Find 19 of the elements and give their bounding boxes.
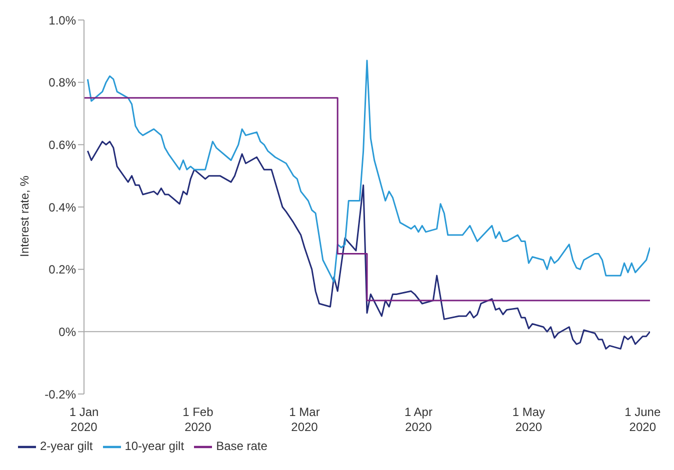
y-tick-label: 0.8% xyxy=(48,76,76,90)
line-series xyxy=(86,60,650,283)
y-tick-label: 0.2% xyxy=(48,262,76,277)
x-tick-label: 1 Mar 2020 xyxy=(289,405,320,434)
y-tick-label: 0.6% xyxy=(48,138,76,152)
x-tick-label: 1 Apr 2020 xyxy=(404,405,432,434)
y-tick-label: -0.2% xyxy=(44,387,76,402)
x-tick-label: 1 June 2020 xyxy=(624,405,661,434)
y-tick-label: 1.0% xyxy=(48,13,76,28)
legend-label: 2-year gilt xyxy=(40,439,93,454)
y-tick-label: 0% xyxy=(58,324,76,339)
x-tick-label: 1 Jan 2020 xyxy=(69,405,99,434)
legend-label: Base rate xyxy=(216,439,268,454)
x-tick-label: 1 May 2020 xyxy=(512,405,546,434)
y-axis-title: Interest rate, % xyxy=(17,175,32,257)
legend-label: 10-year gilt xyxy=(124,439,184,454)
x-tick-label: 1 Feb 2020 xyxy=(182,405,214,434)
line-series xyxy=(86,140,650,350)
y-tick-label: 0.4% xyxy=(48,200,76,214)
